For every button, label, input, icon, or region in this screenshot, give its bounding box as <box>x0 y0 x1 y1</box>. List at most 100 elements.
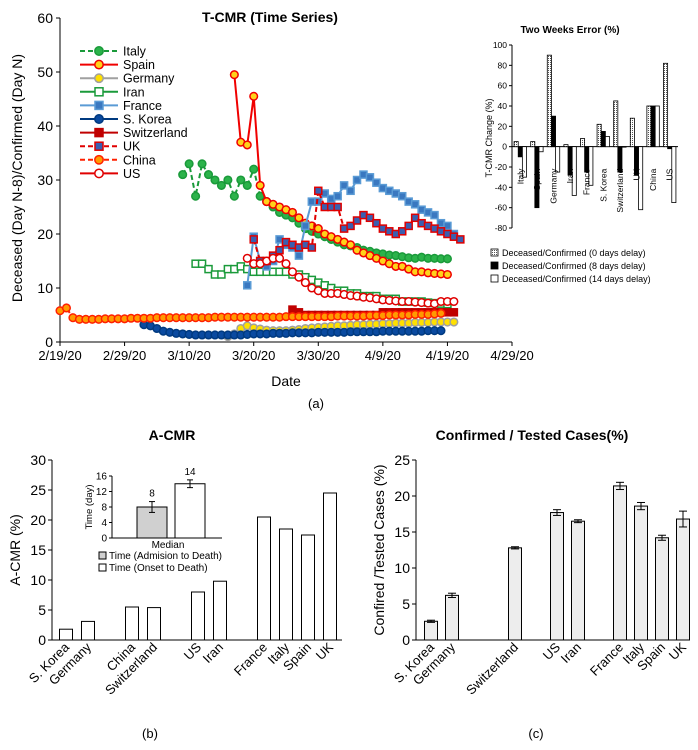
acmr-title: A-CMR <box>149 427 196 443</box>
inset-legend-swatch <box>98 551 107 560</box>
acmr-y-tick-label: 30 <box>30 452 46 468</box>
inset-y-tick-label: 12 <box>96 487 108 498</box>
data-point <box>217 270 226 279</box>
acmr-bar <box>323 492 337 641</box>
data-point <box>404 221 413 231</box>
confirmed-category-label: Switzerland <box>463 640 521 698</box>
data-point <box>197 159 207 169</box>
data-point <box>449 308 459 317</box>
error-category-label: UK <box>632 168 642 180</box>
data-point <box>287 267 298 277</box>
error-y-tick-label: -80 <box>495 223 508 233</box>
error-legend-swatch <box>490 248 499 257</box>
data-point <box>346 240 356 250</box>
inset-value-label: 8 <box>149 489 155 500</box>
data-point <box>229 191 239 201</box>
tcmr-series <box>55 70 465 342</box>
tcmr-axes: 0 10 20 30 40 50 60 2/19/20 2/29/20 3/10/20 3/20/2… <box>37 10 533 363</box>
tcmr-y-tick-label: 0 <box>45 334 53 350</box>
data-point <box>365 213 375 223</box>
data-point <box>333 202 342 212</box>
error-category-label: Germany <box>549 168 559 204</box>
confirmed-bar <box>655 537 669 641</box>
confirmed-category-label: Iran <box>558 640 584 666</box>
tcmr-x-tick-label: 3/30/20 <box>297 348 340 363</box>
inset-legend-label: Time (Admision to Death) <box>109 551 222 562</box>
legend-marker <box>94 114 104 124</box>
data-point <box>294 251 304 260</box>
series-us <box>242 253 459 309</box>
error-category-label: Iran <box>565 168 575 183</box>
legend-marker <box>94 141 104 151</box>
legend-label: Iran <box>123 85 145 99</box>
error-bar-solid <box>551 115 556 148</box>
legend-marker <box>94 168 104 179</box>
error-bar-solid <box>617 146 623 173</box>
series-spain <box>229 70 452 280</box>
error-bar-empty <box>671 146 677 203</box>
tcmr-y-tick-label: 30 <box>37 172 53 188</box>
error-y-tick-label: 40 <box>498 101 508 111</box>
legend-marker <box>94 46 104 56</box>
error-category-label: S. Korea <box>598 168 608 201</box>
data-point <box>242 180 252 190</box>
error-bar-solid <box>667 146 673 150</box>
data-point <box>307 243 317 252</box>
error-y-tick-label: 60 <box>498 81 508 91</box>
inset-y-tick-label: 8 <box>101 503 107 514</box>
error-bar-empty <box>571 146 577 196</box>
series-uk <box>249 186 465 266</box>
tcmr-y-axis-label: Deceased (Day N-8)/Confirmed (Day N) <box>9 54 25 302</box>
data-point <box>255 180 265 190</box>
error-bar-dots <box>546 54 552 148</box>
error-y-tick-label: 0 <box>502 142 507 152</box>
confirmed-y-tick-label: 0 <box>402 632 410 648</box>
data-point <box>346 221 355 231</box>
legend-marker <box>94 127 104 138</box>
tcmr-x-tick-label: 4/19/20 <box>426 348 469 363</box>
panel-confirmed-tested: Confirmed / Tested Cases(%) Confired /Te… <box>371 427 690 741</box>
acmr-bar <box>125 606 139 641</box>
legend-marker <box>94 154 104 165</box>
legend-label: Spain <box>123 58 155 72</box>
legend-marker <box>94 73 104 84</box>
legend-label: US <box>123 167 140 181</box>
data-point <box>242 140 252 150</box>
error-bars: Italy Spain Germany Iran France S. Korea Switz… <box>513 54 677 213</box>
acmr-category-label: Iran <box>200 640 226 666</box>
legend-marker <box>94 100 104 111</box>
data-point <box>223 175 233 185</box>
confirmed-bar <box>550 512 564 641</box>
tcmr-x-axis-label: Date <box>271 373 301 389</box>
tcmr-y-tick-label: 60 <box>37 10 53 26</box>
acmr-y-tick-label: 20 <box>30 512 46 528</box>
error-legend-label: Deceased/Confirmed (14 days delay) <box>502 274 651 284</box>
tcmr-y-tick-label: 20 <box>37 226 53 242</box>
error-y-tick-label: 20 <box>498 121 508 131</box>
acmr-bar <box>213 580 227 641</box>
error-bar-solid <box>584 146 590 173</box>
data-point <box>442 269 452 280</box>
confirmed-y-tick-label: 20 <box>394 488 410 504</box>
confirmed-bar <box>613 485 627 641</box>
acmr-y-tick-label: 15 <box>30 542 46 558</box>
data-point <box>184 159 194 169</box>
confirmed-category-label: France <box>587 640 626 679</box>
data-point <box>236 175 246 185</box>
data-point <box>197 259 207 268</box>
data-point <box>449 317 459 327</box>
inset-y-tick-label: 0 <box>101 534 107 545</box>
error-legend-label: Deceased/Confirmed (0 days delay) <box>502 248 646 258</box>
data-point <box>300 278 310 288</box>
error-bar-dots <box>563 144 569 148</box>
confirmed-y-axis-label: Confired /Tested Cases (%) <box>371 464 387 635</box>
data-point <box>449 296 459 307</box>
error-category-label: France <box>582 168 592 195</box>
panel-two-weeks-error: Two Weeks Error (%) T-CMR Change (%) 100… <box>484 25 678 284</box>
error-category-label: US <box>665 168 675 180</box>
data-point <box>191 191 201 201</box>
error-y-tick-label: -60 <box>495 203 508 213</box>
legend-label: China <box>123 153 156 167</box>
data-point <box>410 200 420 209</box>
